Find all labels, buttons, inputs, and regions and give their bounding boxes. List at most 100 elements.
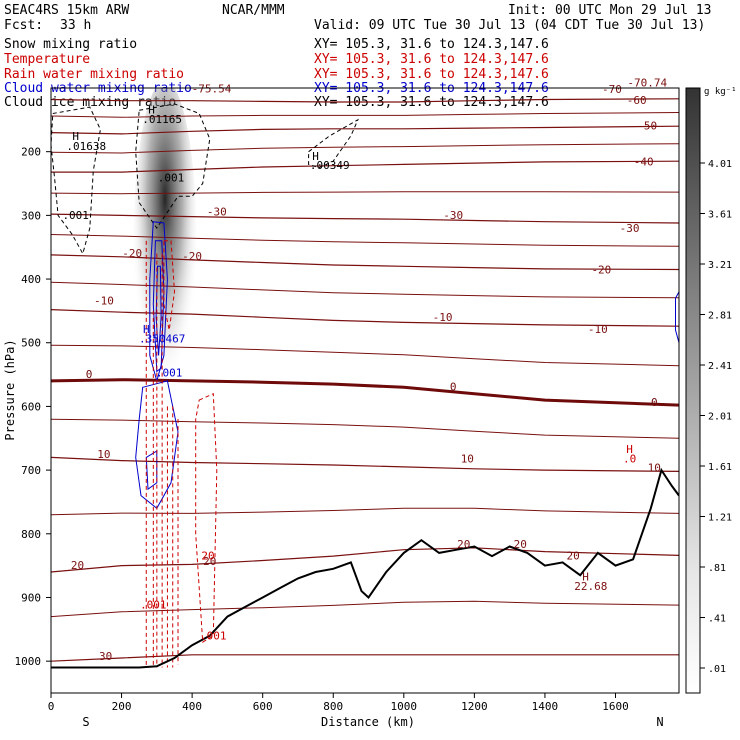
y-axis-title: Pressure (hPa) — [3, 339, 17, 440]
y-tick-label: 300 — [21, 209, 41, 222]
temperature-contour — [51, 600, 679, 618]
x-axis-right-end: N — [656, 715, 663, 729]
cloud-water-contour — [152, 240, 165, 373]
field-rain-name: Rain water mixing ratio — [4, 67, 185, 82]
colorbar-tick-label: 2.41 — [708, 361, 732, 372]
contour-label: -20 — [591, 263, 611, 276]
y-tick-label: 600 — [21, 400, 41, 413]
contour-label: 20 — [457, 538, 470, 551]
snow-contour — [51, 106, 101, 255]
temperature-contour — [51, 254, 679, 271]
y-tick-label: 200 — [21, 146, 41, 159]
temperature-contour — [51, 418, 679, 439]
x-axis-title: Distance (km) — [321, 715, 415, 729]
contour-label: -70.74 — [627, 77, 667, 90]
temperature-contour — [51, 378, 679, 407]
contour-label: .350467 — [139, 333, 185, 346]
model-title: SEAC4RS 15km ARW — [4, 3, 130, 18]
contour-label: -40 — [634, 156, 654, 169]
contour-label: 0 — [86, 368, 93, 381]
x-tick-label: 1400 — [532, 700, 559, 713]
org-label: NCAR/MMM — [222, 3, 285, 18]
contour-label: -70 — [602, 83, 622, 96]
contour-label: -30 — [207, 205, 227, 218]
rain-water-contour — [195, 392, 218, 643]
contour-label: 30 — [99, 650, 112, 663]
x-tick-label: 800 — [323, 700, 343, 713]
contour-label: -10 — [433, 311, 453, 324]
temperature-contour — [51, 143, 679, 154]
y-tick-label: 500 — [21, 337, 41, 350]
x-tick-label: 1600 — [602, 700, 629, 713]
contour-label: -50 — [637, 119, 657, 132]
x-tick-label: 1200 — [461, 700, 488, 713]
colorbar-tick-label: 1.21 — [708, 513, 732, 524]
contour-label: .01638 — [66, 140, 106, 153]
snow-contour — [308, 118, 359, 169]
valid-time: Valid: 09 UTC Tue 30 Jul 13 (04 CDT Tue … — [314, 18, 706, 33]
temperature-contour — [51, 234, 679, 247]
colorbar-tick-label: 3.61 — [708, 210, 732, 221]
field-snow-xy: XY= 105.3, 31.6 to 124.3,147.6 — [314, 37, 549, 52]
contour-label: -30 — [443, 209, 463, 222]
terrain-line — [51, 467, 679, 669]
contour-label: H — [312, 150, 319, 163]
temperature-contour — [51, 98, 679, 103]
x-axis-left-end: S — [82, 715, 89, 729]
colorbar-tick-label: .41 — [708, 614, 726, 625]
contour-label: 20 — [71, 559, 84, 572]
temperature-contour — [51, 125, 679, 135]
colorbar — [685, 87, 701, 694]
contour-label: H — [143, 323, 150, 336]
temperature-contour — [51, 191, 679, 195]
field-snow-name: Snow mixing ratio — [4, 37, 138, 52]
field-temp-name: Temperature — [4, 52, 91, 67]
contour-label: H — [148, 103, 155, 116]
contour-label: H — [626, 443, 633, 456]
field-rain-xy: XY= 105.3, 31.6 to 124.3,147.6 — [314, 67, 549, 82]
contour-label: -60 — [627, 94, 647, 107]
init-time: Init: 00 UTC Mon 29 Jul 13 — [508, 3, 712, 18]
contour-label: -20 — [182, 250, 202, 263]
temperature-contour — [51, 344, 679, 367]
contour-label: -10 — [94, 295, 114, 308]
x-tick-label: 0 — [48, 700, 55, 713]
contour-label: .001 — [156, 366, 183, 379]
cloud-water-contour — [675, 291, 679, 343]
y-tick-label: 400 — [21, 273, 41, 286]
contour-label: -20 — [122, 247, 142, 260]
temperature-contour — [51, 213, 679, 224]
contour-label: 0 — [450, 381, 457, 394]
y-tick-label: 800 — [21, 528, 41, 541]
contour-label: .00349 — [310, 159, 350, 172]
contour-label: .01165 — [142, 113, 182, 126]
colorbar-tick-label: .81 — [708, 563, 726, 574]
contour-label: -10 — [588, 323, 608, 336]
contour-label: H — [72, 130, 79, 143]
contour-label: 10 — [461, 452, 474, 465]
x-tick-label: 600 — [253, 700, 273, 713]
contour-label: H — [582, 570, 589, 583]
cloud-water-contour — [155, 265, 162, 356]
contour-label: .001 — [158, 172, 185, 185]
contour-label: 20 — [567, 549, 580, 562]
contour-label: 20 — [201, 549, 214, 562]
x-tick-label: 400 — [182, 700, 202, 713]
contour-label: 20 — [203, 555, 216, 568]
x-tick-label: 200 — [112, 700, 132, 713]
temperature-contour — [51, 654, 679, 662]
contour-label: .001 — [200, 630, 227, 643]
contour-label: .001 — [62, 209, 89, 222]
y-tick-label: 900 — [21, 591, 41, 604]
contour-label: 10 — [97, 448, 110, 461]
field-temp-xy: XY= 105.3, 31.6 to 124.3,147.6 — [314, 52, 549, 67]
rain-water-contour — [163, 240, 176, 331]
fcst-label: Fcst: — [4, 18, 44, 33]
contour-label: .001 — [140, 598, 167, 611]
colorbar-tick-label: 4.01 — [708, 159, 732, 170]
contour-label: 20 — [514, 538, 527, 551]
temperature-contour — [51, 507, 679, 516]
colorbar-tick-label: 1.61 — [708, 462, 732, 473]
colorbar-tick-label: 2.81 — [708, 311, 732, 322]
colorbar-tick-label: 3.21 — [708, 260, 732, 271]
